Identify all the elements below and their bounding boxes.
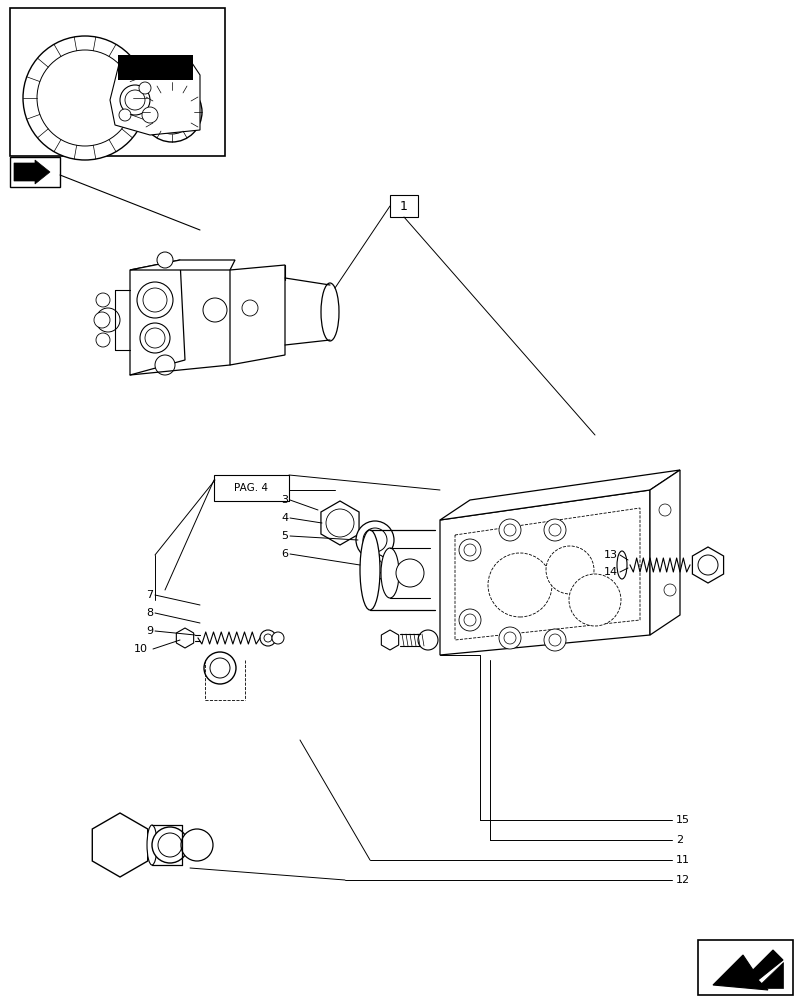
Circle shape bbox=[145, 328, 165, 348]
Circle shape bbox=[325, 509, 354, 537]
Circle shape bbox=[142, 82, 202, 142]
Circle shape bbox=[204, 652, 236, 684]
Circle shape bbox=[504, 524, 515, 536]
Text: 13: 13 bbox=[603, 550, 617, 560]
Polygon shape bbox=[109, 60, 200, 135]
Polygon shape bbox=[440, 470, 679, 520]
Circle shape bbox=[355, 521, 393, 559]
Circle shape bbox=[158, 833, 182, 857]
Polygon shape bbox=[440, 490, 649, 655]
Text: 2: 2 bbox=[676, 835, 682, 845]
Circle shape bbox=[96, 333, 109, 347]
Circle shape bbox=[499, 519, 521, 541]
Text: 7: 7 bbox=[146, 590, 152, 600]
Circle shape bbox=[120, 85, 150, 115]
Ellipse shape bbox=[380, 548, 398, 598]
Circle shape bbox=[139, 82, 151, 94]
Circle shape bbox=[396, 559, 423, 587]
Polygon shape bbox=[320, 501, 358, 545]
Circle shape bbox=[543, 519, 565, 541]
Bar bbox=[697, 940, 792, 995]
Text: 8: 8 bbox=[146, 608, 152, 618]
Bar bbox=[10, 8, 225, 156]
Circle shape bbox=[142, 107, 158, 123]
Ellipse shape bbox=[616, 551, 626, 579]
Circle shape bbox=[210, 658, 230, 678]
Circle shape bbox=[487, 553, 551, 617]
Circle shape bbox=[458, 609, 480, 631]
Circle shape bbox=[152, 827, 188, 863]
Circle shape bbox=[264, 634, 272, 642]
Polygon shape bbox=[692, 547, 723, 583]
Circle shape bbox=[23, 36, 147, 160]
Circle shape bbox=[543, 629, 565, 651]
Circle shape bbox=[139, 323, 169, 353]
Circle shape bbox=[418, 630, 437, 650]
Polygon shape bbox=[130, 260, 234, 270]
Circle shape bbox=[94, 312, 109, 328]
Text: 11: 11 bbox=[676, 855, 689, 865]
Ellipse shape bbox=[320, 283, 338, 341]
Circle shape bbox=[463, 544, 475, 556]
Text: 1: 1 bbox=[400, 200, 407, 213]
Text: 15: 15 bbox=[676, 815, 689, 825]
Text: 12: 12 bbox=[676, 875, 689, 885]
Polygon shape bbox=[712, 950, 782, 990]
Text: 4: 4 bbox=[281, 513, 288, 523]
Circle shape bbox=[203, 298, 227, 322]
Circle shape bbox=[545, 546, 594, 594]
Text: 9: 9 bbox=[146, 626, 152, 636]
Text: 10: 10 bbox=[134, 644, 148, 654]
Circle shape bbox=[367, 559, 383, 575]
Circle shape bbox=[125, 90, 145, 110]
Polygon shape bbox=[230, 265, 285, 365]
Circle shape bbox=[96, 308, 120, 332]
Bar bbox=[118, 55, 193, 80]
Text: PAG. 4: PAG. 4 bbox=[234, 483, 268, 493]
Polygon shape bbox=[92, 813, 148, 877]
Polygon shape bbox=[130, 260, 185, 375]
Bar bbox=[214, 475, 289, 501]
Circle shape bbox=[272, 632, 284, 644]
Polygon shape bbox=[755, 962, 782, 988]
Circle shape bbox=[96, 293, 109, 307]
Polygon shape bbox=[381, 630, 398, 650]
Circle shape bbox=[181, 829, 212, 861]
Circle shape bbox=[150, 90, 194, 134]
Circle shape bbox=[363, 528, 387, 552]
Circle shape bbox=[157, 252, 173, 268]
Circle shape bbox=[548, 524, 560, 536]
Text: 5: 5 bbox=[281, 531, 288, 541]
Ellipse shape bbox=[147, 825, 157, 865]
Bar bbox=[389, 195, 418, 217]
Polygon shape bbox=[176, 628, 193, 648]
Circle shape bbox=[504, 632, 515, 644]
Text: 14: 14 bbox=[603, 567, 617, 577]
Circle shape bbox=[697, 555, 717, 575]
Circle shape bbox=[260, 630, 276, 646]
Circle shape bbox=[155, 355, 175, 375]
Circle shape bbox=[569, 574, 620, 626]
Circle shape bbox=[463, 614, 475, 626]
Circle shape bbox=[663, 584, 676, 596]
Circle shape bbox=[119, 109, 131, 121]
Circle shape bbox=[548, 634, 560, 646]
Text: 3: 3 bbox=[281, 495, 288, 505]
Polygon shape bbox=[649, 470, 679, 635]
Polygon shape bbox=[14, 160, 50, 184]
Circle shape bbox=[37, 50, 133, 146]
Circle shape bbox=[143, 288, 167, 312]
Bar bbox=[10, 157, 60, 187]
Circle shape bbox=[242, 300, 258, 316]
Text: 6: 6 bbox=[281, 549, 288, 559]
Ellipse shape bbox=[359, 530, 380, 610]
Circle shape bbox=[137, 282, 173, 318]
Circle shape bbox=[499, 627, 521, 649]
Circle shape bbox=[659, 504, 670, 516]
Circle shape bbox=[362, 554, 388, 580]
Circle shape bbox=[458, 539, 480, 561]
